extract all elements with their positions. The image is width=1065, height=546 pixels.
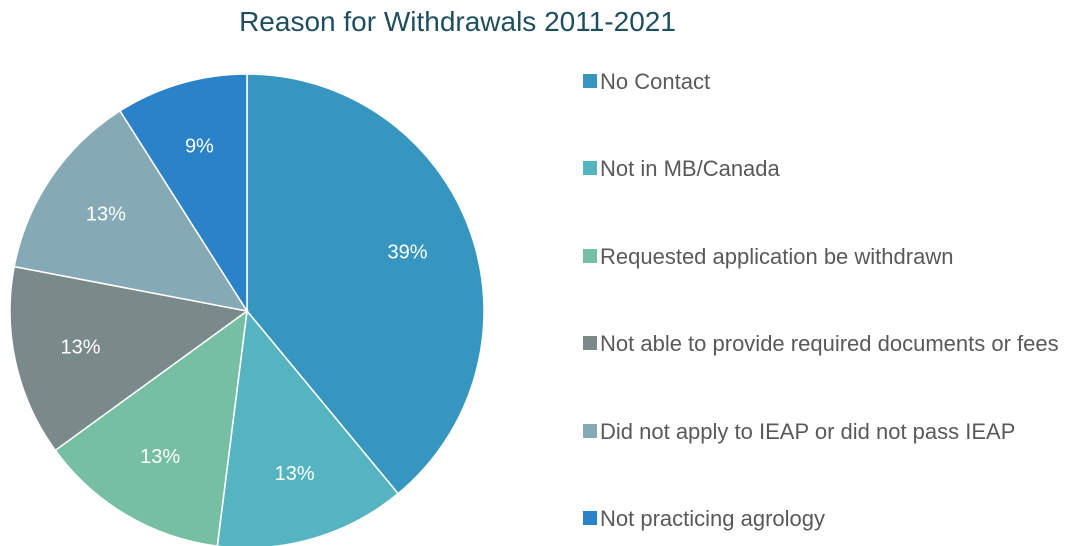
legend-swatch	[583, 249, 597, 263]
legend-swatch	[583, 74, 597, 88]
legend-label: Not in MB/Canada	[600, 156, 780, 181]
legend-swatch	[583, 424, 597, 438]
legend-item: Not practicing agrology	[580, 501, 1060, 536]
legend-swatch	[583, 511, 597, 525]
pie-slice	[118, 73, 248, 314]
legend-label: Not able to provide required documents o…	[600, 331, 1059, 356]
data-label: 13%	[275, 463, 315, 485]
pie-slice	[54, 309, 248, 546]
legend-item: Requested application be withdrawn	[580, 239, 1060, 274]
pie-slice	[13, 109, 249, 313]
data-label: 9%	[185, 135, 214, 157]
pie-slice	[246, 73, 485, 495]
legend-label: Requested application be withdrawn	[600, 244, 954, 269]
data-label: 13%	[86, 203, 126, 225]
pie-slice	[9, 265, 249, 452]
data-label: 39%	[388, 241, 428, 263]
legend-item: Not able to provide required documents o…	[580, 326, 1060, 361]
legend-label: Not practicing agrology	[600, 506, 826, 531]
pie-slice	[216, 309, 400, 546]
legend-item: Did not apply to IEAP or did not pass IE…	[580, 414, 1060, 449]
legend-item: Not in MB/Canada	[580, 151, 1060, 186]
data-label: 13%	[140, 446, 180, 468]
legend-swatch	[583, 161, 597, 175]
pie-chart: 39% 13% 13% 13% 13% 9%	[9, 73, 485, 546]
data-label: 13%	[60, 337, 100, 359]
legend-swatch	[583, 336, 597, 350]
chart-title: Reason for Withdrawals 2011-2021	[239, 6, 676, 37]
legend-label: Did not apply to IEAP or did not pass IE…	[600, 419, 1016, 444]
legend-item: No Contact	[580, 64, 1060, 99]
legend-label: No Contact	[600, 69, 711, 94]
